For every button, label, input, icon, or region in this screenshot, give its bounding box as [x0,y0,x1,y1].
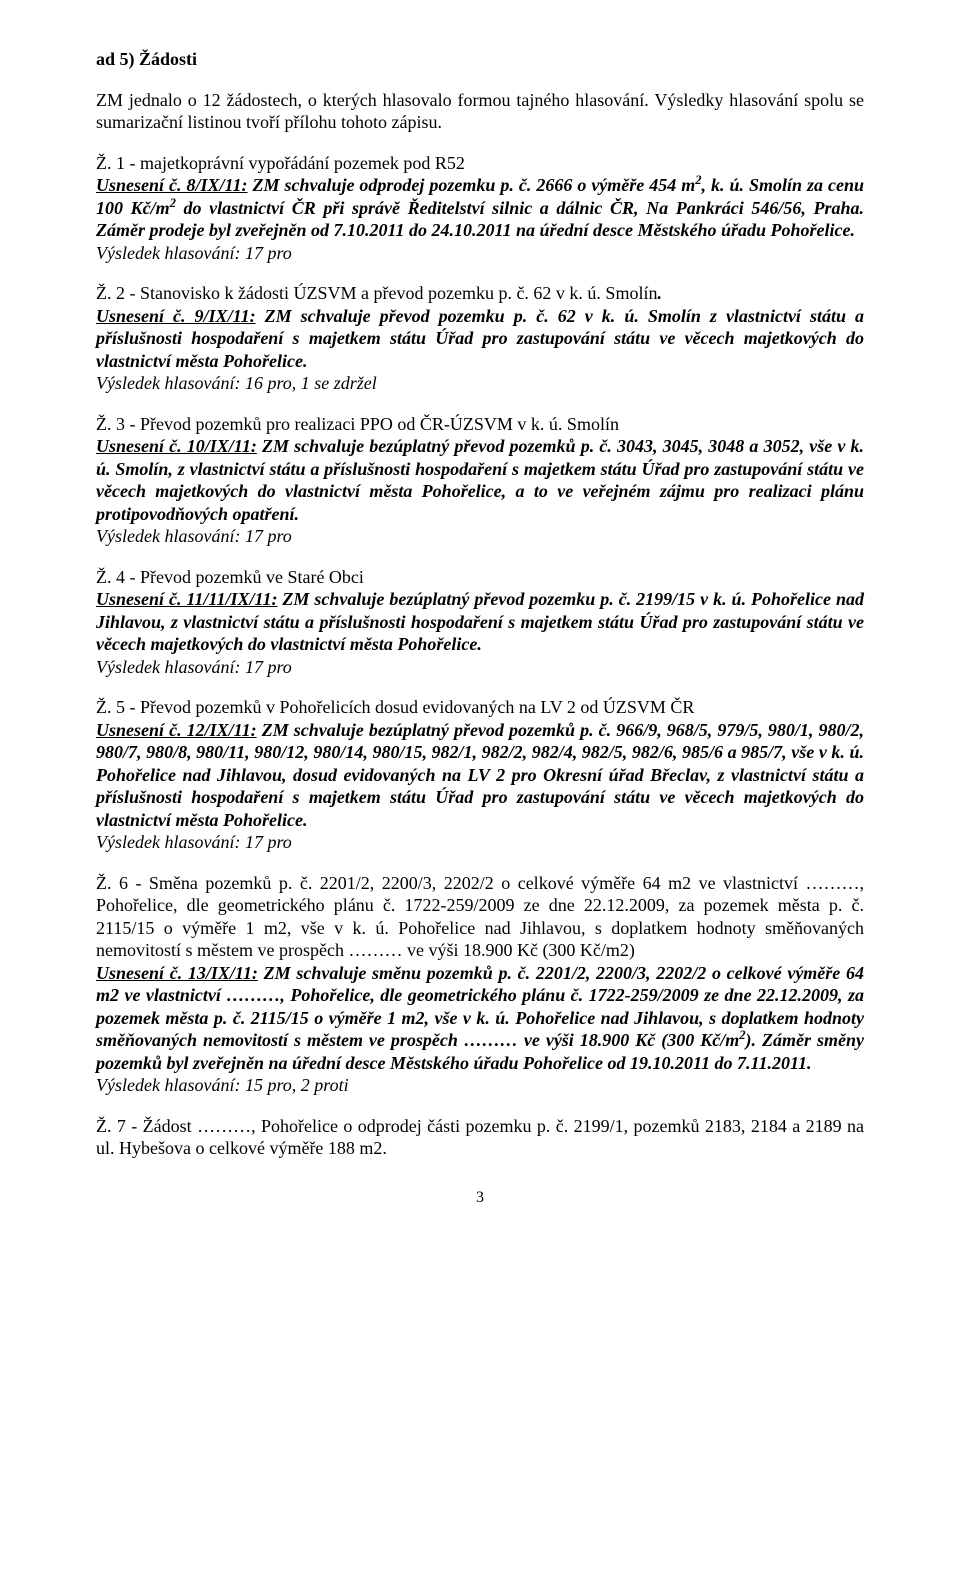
z6-result: Výsledek hlasování: 15 pro, 2 proti [96,1075,349,1095]
z1-body-a: ZM schvaluje odprodej pozemku p. č. 2666… [247,175,695,195]
z5-result: Výsledek hlasování: 17 pro [96,832,292,852]
z2-title-dot: . [657,283,662,303]
z6-intro: Ž. 6 - Směna pozemků p. č. 2201/2, 2200/… [96,873,864,961]
z3-block: Ž. 3 - Převod pozemků pro realizaci PPO … [96,413,864,548]
z4-title: Ž. 4 - Převod pozemků ve Staré Obci [96,567,364,587]
z4-block: Ž. 4 - Převod pozemků ve Staré Obci Usne… [96,566,864,679]
z5-block: Ž. 5 - Převod pozemků v Pohořelicích dos… [96,696,864,854]
z7-text: Ž. 7 - Žádost ………, Pohořelice o odprodej… [96,1116,864,1159]
z1-usneseni-label: Usnesení č. 8/IX/11: [96,175,247,195]
z2-title: Ž. 2 - Stanovisko k žádosti ÚZSVM a přev… [96,283,657,303]
z4-usneseni-label: Usnesení č. 11/11/IX/11: [96,589,277,609]
z1-block: Ž. 1 - majetkoprávní vypořádání pozemek … [96,152,864,265]
page-number: 3 [96,1188,864,1208]
z1-title: Ž. 1 - majetkoprávní vypořádání pozemek … [96,153,465,173]
z6-usneseni-label: Usnesení č. 13/IX/11: [96,963,258,983]
section-heading: ad 5) Žádosti [96,48,864,71]
intro-paragraph: ZM jednalo o 12 žádostech, o kterých hla… [96,89,864,134]
z5-title: Ž. 5 - Převod pozemků v Pohořelicích dos… [96,697,694,717]
z2-block: Ž. 2 - Stanovisko k žádosti ÚZSVM a přev… [96,282,864,395]
z6-block: Ž. 6 - Směna pozemků p. č. 2201/2, 2200/… [96,872,864,1097]
z4-result: Výsledek hlasování: 17 pro [96,657,292,677]
document-page: ad 5) Žádosti ZM jednalo o 12 žádostech,… [0,0,960,1248]
z2-usneseni-label: Usnesení č. 9/IX/11: [96,306,256,326]
z3-title: Ž. 3 - Převod pozemků pro realizaci PPO … [96,414,619,434]
z1-body-c: do vlastnictví ČR při správě Ředitelství… [96,198,864,241]
z2-result: Výsledek hlasování: 16 pro, 1 se zdržel [96,373,377,393]
z1-result: Výsledek hlasování: 17 pro [96,243,292,263]
z3-usneseni-label: Usnesení č. 10/IX/11: [96,436,257,456]
z3-result: Výsledek hlasování: 17 pro [96,526,292,546]
z7-block: Ž. 7 - Žádost ………, Pohořelice o odprodej… [96,1115,864,1160]
z5-usneseni-label: Usnesení č. 12/IX/11: [96,720,257,740]
